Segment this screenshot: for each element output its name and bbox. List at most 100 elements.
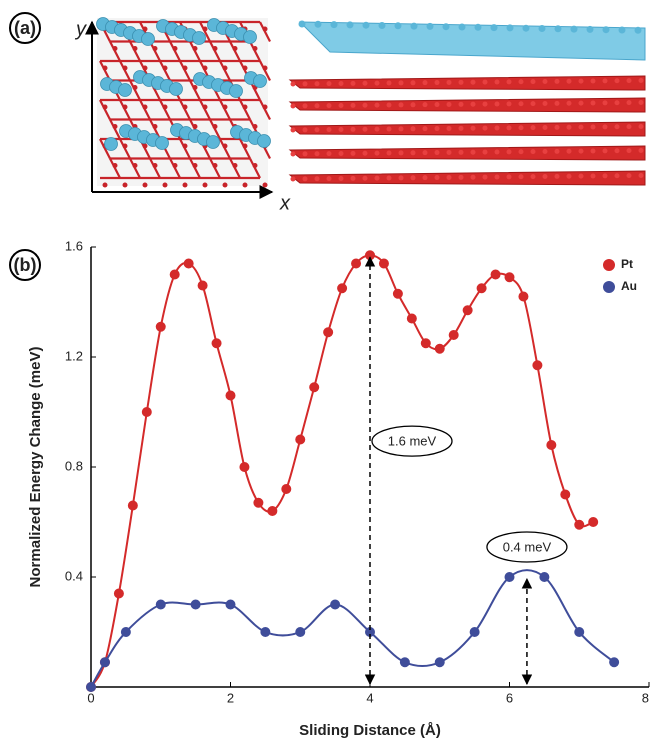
atom [626, 78, 632, 84]
atom [242, 143, 248, 149]
atom [446, 125, 452, 131]
atom [314, 103, 320, 109]
data-point [574, 519, 585, 530]
atom [326, 81, 332, 87]
atom [566, 124, 572, 130]
atom [634, 26, 642, 34]
bond [129, 79, 141, 101]
atom [494, 101, 500, 107]
data-point [260, 627, 271, 637]
atom [202, 65, 208, 71]
bond [199, 99, 211, 121]
atom [222, 65, 228, 71]
atom [518, 79, 524, 85]
y-axis-label: Normalized Energy Change (meV) [27, 347, 44, 588]
bond [259, 60, 271, 82]
atom [162, 65, 168, 71]
data-point [211, 338, 222, 349]
atom [542, 78, 548, 84]
atom [350, 126, 356, 132]
atom [314, 127, 320, 133]
atom [252, 163, 258, 168]
atom [410, 150, 416, 156]
atom [122, 65, 128, 71]
atom [302, 103, 308, 109]
x-tick-label: 0 [87, 690, 94, 705]
data-point [574, 627, 585, 637]
atom [132, 163, 138, 168]
atom [474, 23, 482, 31]
atom [242, 104, 248, 110]
atom [638, 78, 644, 84]
atom [506, 149, 512, 155]
data-point [609, 657, 620, 668]
bond [159, 99, 171, 121]
atom [212, 124, 218, 129]
data-point [141, 407, 152, 417]
atom [326, 127, 332, 133]
atom [141, 32, 155, 46]
atom [434, 80, 440, 86]
data-point [434, 657, 445, 668]
atom [290, 81, 296, 87]
annotation-bubble [371, 425, 453, 457]
atom [590, 100, 596, 106]
atom [470, 149, 476, 155]
atom [614, 78, 620, 84]
atom [182, 104, 188, 110]
data-point [183, 258, 194, 269]
atom [458, 79, 464, 85]
data-point [518, 291, 529, 302]
legend-label: Pt [621, 257, 633, 271]
atom [566, 148, 572, 154]
atom [490, 24, 498, 32]
atom [338, 127, 344, 133]
bond [119, 60, 131, 82]
atom [314, 151, 320, 157]
data-point [448, 330, 459, 340]
y-tick-label: 0.8 [65, 458, 83, 473]
atom [470, 101, 476, 107]
atom [242, 65, 248, 71]
atom [554, 25, 562, 33]
atom [192, 163, 198, 168]
atom [378, 22, 386, 29]
atom [122, 182, 128, 188]
bond [109, 157, 121, 179]
atom [554, 100, 560, 106]
atom [326, 103, 332, 109]
data-point [490, 269, 501, 280]
atom [530, 174, 536, 180]
annotation-label: 0.4 meV [503, 539, 552, 554]
atom [506, 101, 512, 107]
atom [350, 102, 356, 108]
panel-a: (a) y x [9, 12, 646, 214]
atom [494, 149, 500, 155]
atom [638, 100, 644, 106]
atom [554, 124, 560, 130]
atom [398, 175, 404, 181]
data-point [504, 572, 515, 582]
atom [626, 100, 632, 106]
data-point [434, 343, 445, 354]
data-point [127, 500, 138, 511]
atom [426, 22, 434, 30]
bond [239, 99, 251, 121]
data-point [323, 327, 334, 338]
atom [626, 173, 632, 179]
atom [446, 79, 452, 85]
atom [638, 124, 644, 130]
atom [152, 163, 158, 168]
x-tick-label: 8 [642, 690, 649, 705]
atom [470, 125, 476, 131]
legend-marker [603, 259, 615, 271]
y-tick-label: 0.4 [65, 568, 83, 583]
atom [298, 20, 306, 28]
atom [202, 104, 208, 110]
atom [542, 124, 548, 130]
atom [578, 148, 584, 154]
bond [239, 138, 251, 160]
atom [458, 174, 464, 180]
atom [530, 79, 536, 85]
data-point [155, 599, 166, 610]
